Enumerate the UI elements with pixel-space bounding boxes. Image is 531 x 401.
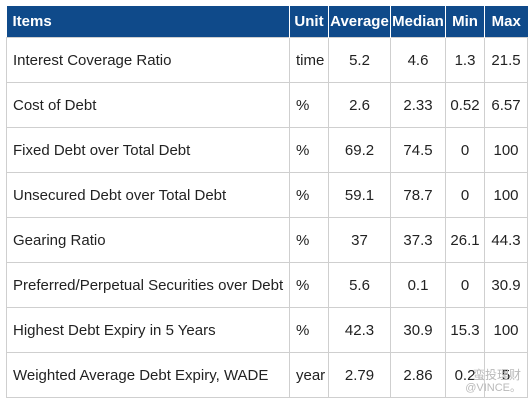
cell-average: 69.2 [328,127,391,173]
cell-item: Cost of Debt [6,82,290,128]
header-median: Median [390,6,446,38]
cell-median: 0.1 [390,262,446,308]
cell-min: 26.1 [445,217,485,263]
debt-metrics-table: Items Unit Average Median Min Max Intere… [6,6,528,398]
cell-unit: time [289,37,329,83]
cell-average: 42.3 [328,307,391,353]
cell-unit: % [289,172,329,218]
table-row: Preferred/Perpetual Securities over Debt… [6,262,528,308]
cell-median: 2.33 [390,82,446,128]
cell-max: 30.9 [484,262,528,308]
header-average: Average [328,6,391,38]
cell-median: 2.86 [390,352,446,398]
watermark-handle: @VINCE。 [465,382,521,394]
cell-median: 78.7 [390,172,446,218]
table-row: Fixed Debt over Total Debt % 69.2 74.5 0… [6,127,528,173]
watermark: 蛮投理财 @VINCE。 [465,369,521,395]
cell-max: 6.57 [484,82,528,128]
table-row: Gearing Ratio % 37 37.3 26.1 44.3 [6,217,528,263]
cell-average: 5.6 [328,262,391,308]
cell-max: 44.3 [484,217,528,263]
cell-average: 2.79 [328,352,391,398]
cell-median: 4.6 [390,37,446,83]
cell-unit: % [289,127,329,173]
cell-item: Preferred/Perpetual Securities over Debt [6,262,290,308]
cell-item: Interest Coverage Ratio [6,37,290,83]
cell-item: Weighted Average Debt Expiry, WADE [6,352,290,398]
cell-median: 74.5 [390,127,446,173]
table-header-row: Items Unit Average Median Min Max [6,6,528,38]
header-min: Min [445,6,485,38]
cell-max: 5 [484,352,528,398]
cell-item: Highest Debt Expiry in 5 Years [6,307,290,353]
cell-max: 21.5 [484,37,528,83]
cell-min: 1.3 [445,37,485,83]
header-max: Max [484,6,528,38]
cell-average: 5.2 [328,37,391,83]
cell-min: 0 [445,262,485,308]
table-row: Unsecured Debt over Total Debt % 59.1 78… [6,172,528,218]
cell-unit: % [289,217,329,263]
cell-max: 100 [484,127,528,173]
cell-median: 37.3 [390,217,446,263]
cell-average: 37 [328,217,391,263]
header-items: Items [6,6,290,38]
cell-unit: year [289,352,329,398]
table-row: Highest Debt Expiry in 5 Years % 42.3 30… [6,307,528,353]
cell-unit: % [289,262,329,308]
header-unit: Unit [289,6,329,38]
cell-unit: % [289,307,329,353]
cell-min: 0.52 [445,82,485,128]
cell-max: 100 [484,307,528,353]
cell-item: Unsecured Debt over Total Debt [6,172,290,218]
cell-average: 59.1 [328,172,391,218]
cell-max: 100 [484,172,528,218]
table-row: Cost of Debt % 2.6 2.33 0.52 6.57 [6,82,528,128]
cell-item: Fixed Debt over Total Debt [6,127,290,173]
cell-median: 30.9 [390,307,446,353]
table-row: Weighted Average Debt Expiry, WADE year … [6,352,528,398]
table-row: Interest Coverage Ratio time 5.2 4.6 1.3… [6,37,528,83]
cell-item: Gearing Ratio [6,217,290,263]
cell-min: 0 [445,172,485,218]
cell-unit: % [289,82,329,128]
cell-min: 15.3 [445,307,485,353]
cell-average: 2.6 [328,82,391,128]
cell-min: 0.2 [445,352,485,398]
watermark-brand: 蛮投理财 [472,368,521,382]
cell-min: 0 [445,127,485,173]
